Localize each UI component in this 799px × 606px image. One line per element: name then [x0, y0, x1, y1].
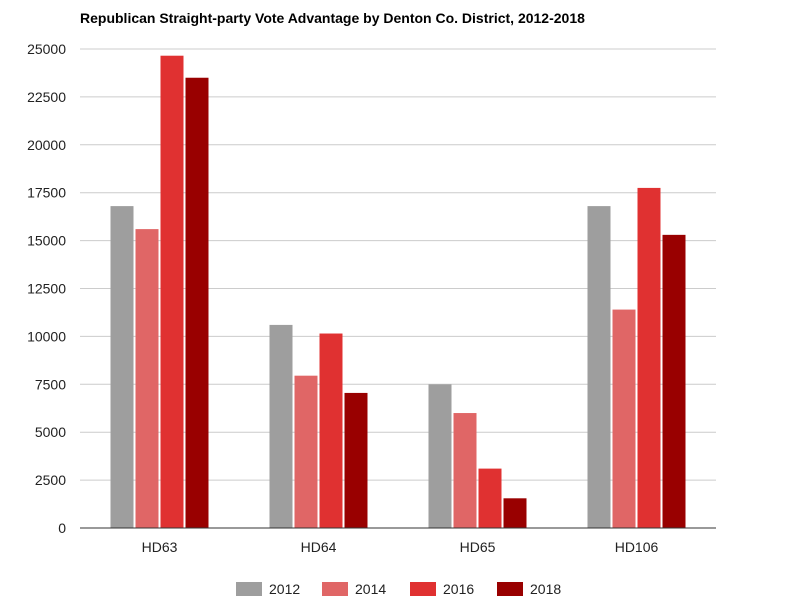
x-axis: HD63 HD64 HD65 HD106 — [142, 539, 659, 555]
legend-swatch-2018 — [497, 582, 523, 596]
bar-hd65-2014[interactable] — [453, 413, 477, 528]
y-tick-label: 7500 — [35, 376, 66, 392]
bar-hd106-2018[interactable] — [662, 234, 686, 529]
legend-label-2018[interactable]: 2018 — [530, 581, 561, 597]
y-tick-label: 17500 — [27, 185, 66, 201]
legend-swatch-2012 — [236, 582, 262, 596]
bar-hd63-2014[interactable] — [135, 229, 159, 528]
y-tick-label: 22500 — [27, 89, 66, 105]
bar-hd64-2014[interactable] — [294, 375, 318, 528]
bar-hd64-2018[interactable] — [344, 392, 368, 528]
x-tick-label: HD65 — [460, 539, 496, 555]
legend-label-2016[interactable]: 2016 — [443, 581, 474, 597]
x-tick-label: HD63 — [142, 539, 178, 555]
bar-hd65-2016[interactable] — [478, 468, 502, 528]
bar-hd106-2012[interactable] — [587, 206, 611, 528]
legend-label-2014[interactable]: 2014 — [355, 581, 386, 597]
legend-swatch-2016 — [410, 582, 436, 596]
bar-hd63-2016[interactable] — [160, 55, 184, 529]
y-tick-label: 25000 — [27, 41, 66, 57]
y-tick-label: 20000 — [27, 137, 66, 153]
y-tick-label: 2500 — [35, 472, 66, 488]
bar-hd106-2014[interactable] — [612, 309, 636, 528]
y-axis: 0 2500 5000 7500 10000 12500 15000 17500 20000 22… — [27, 41, 66, 536]
bar-hd64-2012[interactable] — [269, 324, 293, 528]
chart-title: Republican Straight-party Vote Advantage… — [80, 10, 585, 26]
bar-hd63-2012[interactable] — [110, 206, 134, 528]
bar-hd63-2018[interactable] — [185, 77, 209, 529]
x-tick-label: HD106 — [615, 539, 659, 555]
legend-label-2012[interactable]: 2012 — [269, 581, 300, 597]
y-tick-label: 12500 — [27, 281, 66, 297]
x-tick-label: HD64 — [301, 539, 337, 555]
y-tick-label: 5000 — [35, 424, 66, 440]
bar-hd65-2018[interactable] — [503, 498, 527, 528]
bar-series — [110, 55, 686, 529]
y-tick-label: 10000 — [27, 328, 66, 344]
bar-hd106-2016[interactable] — [637, 187, 661, 528]
y-tick-label: 15000 — [27, 233, 66, 249]
y-tick-label: 0 — [58, 520, 66, 536]
bar-hd65-2012[interactable] — [428, 384, 452, 528]
bar-hd64-2016[interactable] — [319, 333, 343, 528]
legend: 2012 2014 2016 2018 — [236, 581, 561, 597]
legend-swatch-2014 — [322, 582, 348, 596]
